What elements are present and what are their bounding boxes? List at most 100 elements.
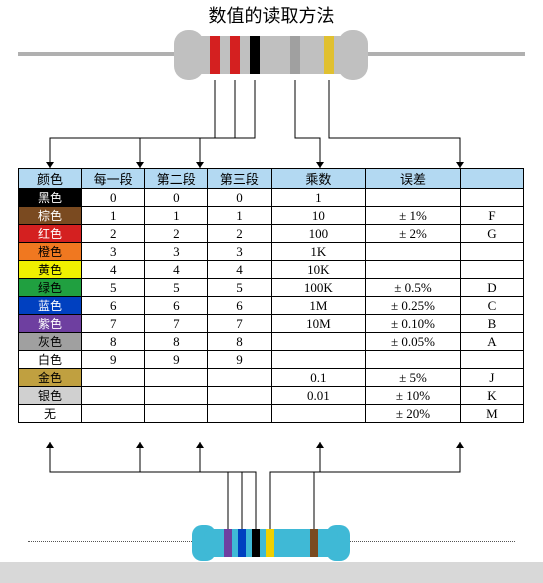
color-code-table: 颜色每一段第二段第三段乘数误差 黑色0001棕色11110± 1%F红色2221… — [18, 168, 524, 423]
color-name-cell: 棕色 — [19, 207, 82, 225]
cell: 0 — [145, 189, 208, 207]
cell: 10K — [271, 261, 366, 279]
cell — [208, 387, 271, 405]
cell: 8 — [82, 333, 145, 351]
cell: 9 — [145, 351, 208, 369]
color-band — [266, 529, 274, 557]
cell — [460, 351, 523, 369]
cell: 3 — [145, 243, 208, 261]
lead-right — [345, 541, 515, 543]
table-body: 黑色0001棕色11110± 1%F红色222100± 2%G橙色3331K黄色… — [19, 189, 524, 423]
cell — [366, 261, 461, 279]
cell: 10M — [271, 315, 366, 333]
cell — [366, 189, 461, 207]
resistor-color-chart: { "title":"数值的读取方法", "topResistor":{ "bo… — [0, 0, 543, 583]
cell — [460, 261, 523, 279]
color-name-cell: 紫色 — [19, 315, 82, 333]
color-band — [310, 529, 318, 557]
color-band — [252, 529, 260, 557]
cell: ± 0.05% — [366, 333, 461, 351]
cell — [366, 351, 461, 369]
cell: J — [460, 369, 523, 387]
cell: ± 10% — [366, 387, 461, 405]
cell: K — [460, 387, 523, 405]
lead-right — [355, 52, 525, 56]
cell: 2 — [208, 225, 271, 243]
cell: G — [460, 225, 523, 243]
color-name-cell: 黄色 — [19, 261, 82, 279]
cell: ± 0.5% — [366, 279, 461, 297]
cell: A — [460, 333, 523, 351]
cell: 4 — [208, 261, 271, 279]
cell — [271, 405, 366, 423]
cell — [271, 333, 366, 351]
cell — [460, 189, 523, 207]
cell — [145, 387, 208, 405]
col-header: 每一段 — [82, 169, 145, 189]
cell: 5 — [145, 279, 208, 297]
color-band — [238, 529, 246, 557]
cell: 1K — [271, 243, 366, 261]
cell: ± 0.25% — [366, 297, 461, 315]
table-row: 蓝色6661M± 0.25%C — [19, 297, 524, 315]
cell: 9 — [82, 351, 145, 369]
color-name-cell: 无 — [19, 405, 82, 423]
top-resistor — [0, 30, 543, 80]
cell: 6 — [208, 297, 271, 315]
cell: 2 — [145, 225, 208, 243]
color-name-cell: 黑色 — [19, 189, 82, 207]
arrows-bottom — [0, 442, 543, 532]
cell: ± 0.10% — [366, 315, 461, 333]
cell: 8 — [208, 333, 271, 351]
cell: ± 5% — [366, 369, 461, 387]
table-row: 无 ± 20%M — [19, 405, 524, 423]
color-band — [250, 36, 260, 74]
cell: D — [460, 279, 523, 297]
cell: 6 — [82, 297, 145, 315]
cell: 1 — [82, 207, 145, 225]
cell: 0 — [82, 189, 145, 207]
table-row: 棕色11110± 1%F — [19, 207, 524, 225]
cell: 7 — [82, 315, 145, 333]
cell: 3 — [82, 243, 145, 261]
cell: 4 — [145, 261, 208, 279]
cell: ± 20% — [366, 405, 461, 423]
color-name-cell: 绿色 — [19, 279, 82, 297]
cell: 6 — [145, 297, 208, 315]
cell: B — [460, 315, 523, 333]
color-name-cell: 橙色 — [19, 243, 82, 261]
color-name-cell: 蓝色 — [19, 297, 82, 315]
cell — [208, 369, 271, 387]
cell: 9 — [208, 351, 271, 369]
cell: ± 1% — [366, 207, 461, 225]
cell: 4 — [82, 261, 145, 279]
color-band — [224, 529, 232, 557]
table-header-row: 颜色每一段第二段第三段乘数误差 — [19, 169, 524, 189]
table-row: 白色999 — [19, 351, 524, 369]
cell — [271, 351, 366, 369]
cell — [82, 387, 145, 405]
cell: C — [460, 297, 523, 315]
cell: 1 — [145, 207, 208, 225]
cell — [145, 405, 208, 423]
cell: 3 — [208, 243, 271, 261]
cell: 7 — [145, 315, 208, 333]
table-row: 紫色77710M± 0.10%B — [19, 315, 524, 333]
cell: M — [460, 405, 523, 423]
color-band — [210, 36, 220, 74]
page-title: 数值的读取方法 — [0, 2, 543, 28]
cell — [460, 243, 523, 261]
cell: ± 2% — [366, 225, 461, 243]
cell: 2 — [82, 225, 145, 243]
cell — [145, 369, 208, 387]
lead-left — [28, 541, 198, 543]
cell: 0 — [208, 189, 271, 207]
color-band — [290, 36, 300, 74]
cell: 1 — [271, 189, 366, 207]
cell: F — [460, 207, 523, 225]
col-header: 颜色 — [19, 169, 82, 189]
cell: 5 — [208, 279, 271, 297]
cell: 0.1 — [271, 369, 366, 387]
cell: 1M — [271, 297, 366, 315]
color-name-cell: 红色 — [19, 225, 82, 243]
